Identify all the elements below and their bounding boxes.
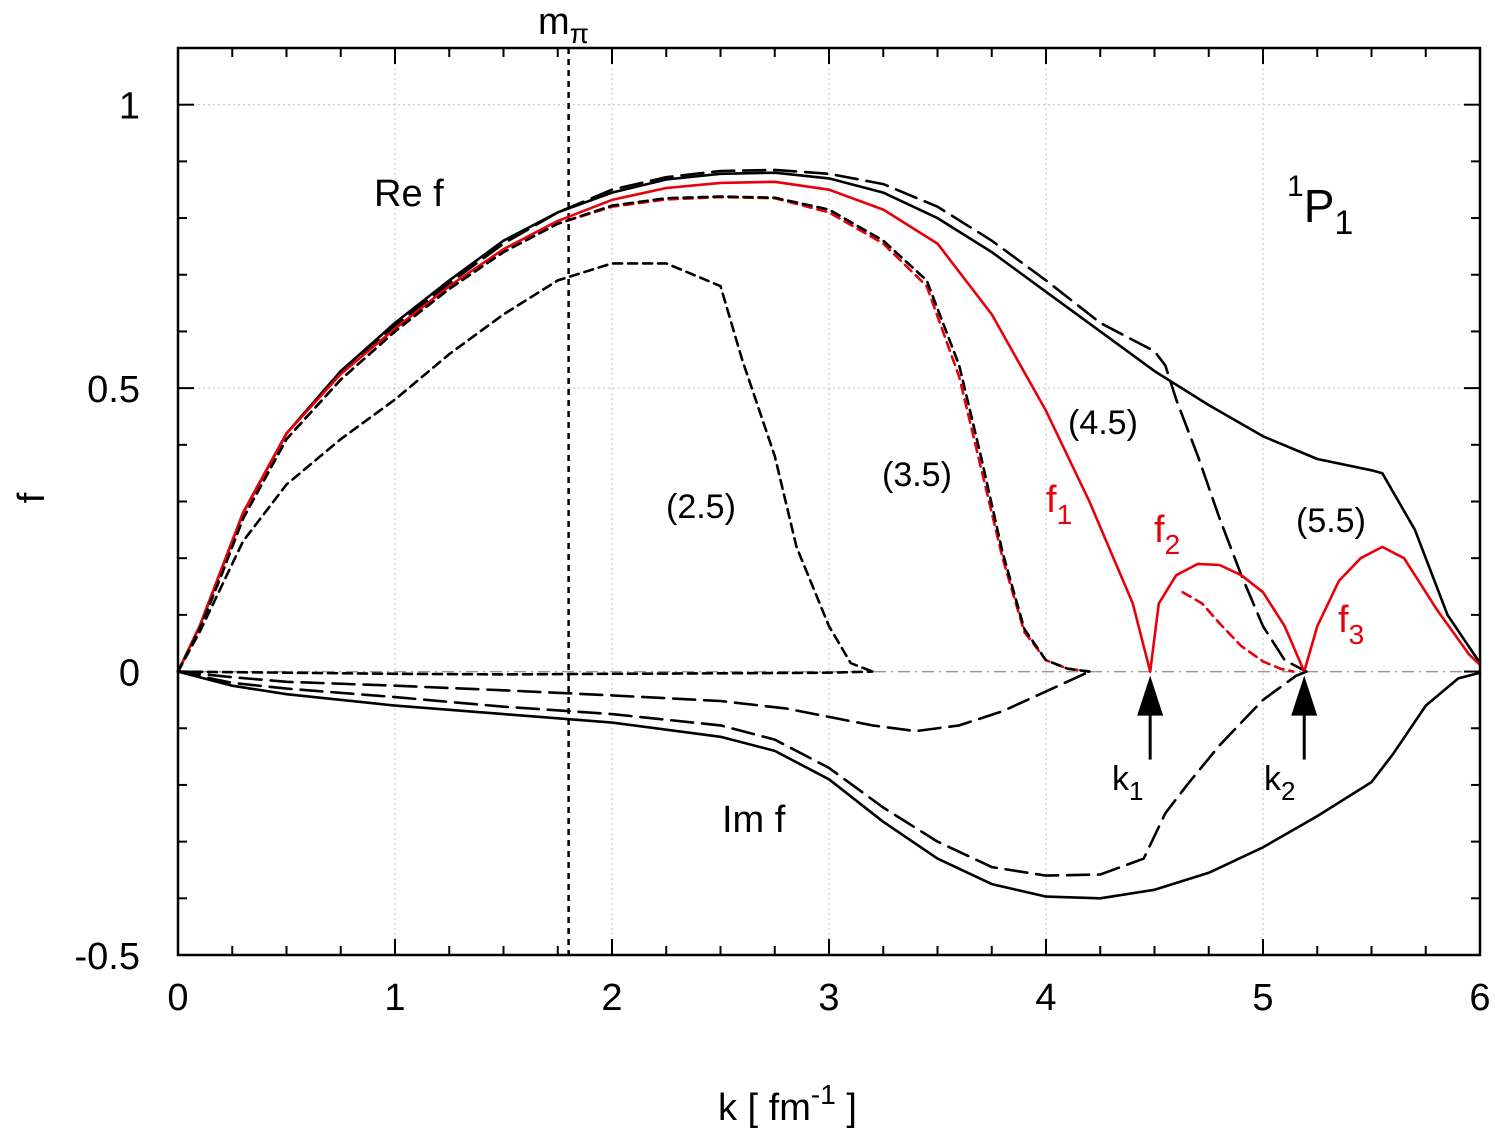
series-line-7 bbox=[176, 195, 1091, 673]
y-tick-label: 0.5 bbox=[87, 369, 140, 411]
y-tick-label: 1 bbox=[119, 86, 140, 128]
curve-label-4-5: (4.5) bbox=[1068, 404, 1138, 442]
curve-label-2-5: (2.5) bbox=[666, 488, 736, 526]
series-line-8 bbox=[1181, 590, 1295, 673]
f1-label: f1 bbox=[1046, 479, 1072, 530]
series-line-9 bbox=[176, 262, 874, 673]
series-line-2 bbox=[176, 168, 1308, 673]
series-line-3 bbox=[176, 180, 1152, 673]
x-tick-label: 4 bbox=[1035, 977, 1056, 1019]
mpi-label: mπ bbox=[538, 1, 589, 49]
y-tick-label: 0 bbox=[119, 653, 140, 695]
curve-label-5-5: (5.5) bbox=[1296, 502, 1366, 540]
series-line-11 bbox=[176, 670, 1091, 733]
f3-label: f3 bbox=[1338, 599, 1364, 650]
x-tick-label: 1 bbox=[384, 977, 405, 1019]
x-axis-label: k [ fm-1 ] bbox=[718, 1079, 857, 1129]
series-line-4 bbox=[1148, 562, 1306, 673]
series-line-10 bbox=[176, 670, 874, 676]
y-axis-label: f bbox=[11, 492, 53, 503]
k1-arrow-head bbox=[1137, 675, 1164, 716]
channel-label: 1P1 bbox=[1287, 170, 1353, 242]
axes bbox=[176, 46, 1482, 957]
re-f-label: Re f bbox=[374, 173, 444, 215]
x-tick-label: 0 bbox=[167, 977, 188, 1019]
series-line-13 bbox=[176, 670, 1482, 900]
k2-arrow-head bbox=[1291, 675, 1318, 716]
k2-label: k2 bbox=[1264, 760, 1295, 806]
x-tick-label: 3 bbox=[818, 977, 839, 1019]
curve-label-3-5: (3.5) bbox=[882, 456, 952, 494]
arrows bbox=[1137, 675, 1318, 760]
y-tick-label: -0.5 bbox=[75, 936, 140, 978]
k1-label: k1 bbox=[1112, 760, 1143, 806]
series-line-5 bbox=[1302, 545, 1482, 673]
series-line-12 bbox=[176, 670, 1308, 877]
x-tick-label: 6 bbox=[1469, 977, 1490, 1019]
im-f-label: Im f bbox=[722, 799, 786, 841]
f2-label: f2 bbox=[1154, 509, 1180, 560]
series-layer bbox=[176, 168, 1482, 900]
tick-labels: 0 1 2 3 4 5 6 -0.5 0 0.5 1 bbox=[75, 86, 1491, 1019]
x-tick-label: 5 bbox=[1252, 977, 1273, 1019]
x-tick-label: 2 bbox=[601, 977, 622, 1019]
